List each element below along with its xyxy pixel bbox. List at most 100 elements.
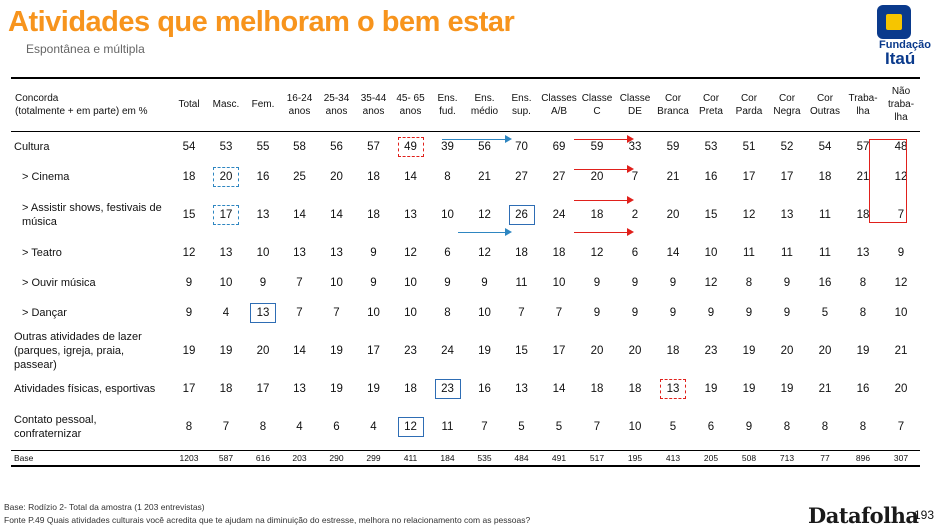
cell-value: 7	[555, 307, 563, 319]
table-cell: 4	[281, 404, 318, 450]
table-cell: 12	[692, 268, 730, 298]
cell-value: 18	[628, 383, 642, 395]
column-header-line: lha	[894, 112, 908, 124]
cell-value: 24	[441, 345, 454, 357]
table-cell: 11	[806, 192, 844, 238]
column-header: Classe DE	[616, 78, 654, 131]
cell-value: 2	[631, 209, 639, 221]
table-cell: 19	[844, 328, 882, 374]
cell-value: 8	[859, 420, 867, 433]
cell-value: 18	[367, 171, 380, 183]
base-cell: 1203	[179, 452, 199, 463]
cell-value: 17	[780, 171, 794, 183]
base-cell: 299	[366, 452, 381, 463]
table-row: Cultura 54 53 55 58 56 57 49 39 56 70 69 59 33 59 53 51 5…	[11, 131, 920, 162]
base-cell: 411	[403, 452, 418, 463]
cell-value: 13	[515, 383, 528, 395]
base-cell: 413	[665, 452, 681, 463]
table-cell: 18	[540, 238, 578, 268]
table-cell: 6	[318, 404, 355, 450]
base-cell: 896	[855, 452, 871, 463]
table-cell: 24	[540, 192, 578, 238]
cell-value: 10	[367, 307, 380, 319]
cell-value: 55	[256, 140, 270, 153]
table-row: > Ouvir música 9 10 9 7 10 9 10 9 9 11 10 9 9 9 12 8 9 16 8…	[11, 268, 920, 298]
table-cell: 57	[844, 131, 882, 162]
cell-value: 13	[293, 247, 306, 259]
table-cell: 9	[730, 298, 768, 328]
cell-value: 18	[515, 247, 528, 259]
cell-value: 6	[444, 247, 451, 259]
table-cell: 19	[171, 328, 207, 374]
table-cell: 14	[540, 374, 578, 404]
column-header-line: (totalmente + em parte) em %	[15, 105, 148, 117]
table-cell: 23	[692, 328, 730, 374]
column-header: Cor Preta	[692, 78, 730, 131]
table-cell: 20	[616, 328, 654, 374]
cell-value: 23	[404, 345, 417, 357]
table-cell: 8	[429, 162, 466, 192]
table-cell: 20	[207, 162, 245, 192]
table-cell: 14	[392, 162, 429, 192]
column-header-line: Outras	[809, 105, 840, 117]
cell-value: 18	[404, 383, 417, 395]
table-cell: 17	[768, 162, 806, 192]
cell-value: 11	[743, 247, 755, 259]
cell-value: 10	[330, 277, 343, 289]
cell-value: 9	[897, 247, 905, 259]
table-cell: 54	[806, 131, 844, 162]
trend-arrow-education	[442, 135, 512, 143]
table-row: > Assistir shows, festivais de música 15 17…	[11, 192, 920, 238]
base-row: Base 1203 587 616 203 290 299 411 184 535 484 491 51…	[11, 450, 920, 466]
row-label: > Ouvir música	[11, 268, 171, 298]
table-row: Contato pessoal, confraternizar 8 7 8 4 6 4 12 11…	[11, 404, 920, 450]
column-header-line: anos	[325, 105, 348, 117]
table-cell: 9	[768, 298, 806, 328]
cell-value: 19	[330, 345, 343, 357]
row-label-line: passear)	[14, 359, 57, 371]
cell-value: 53	[704, 140, 718, 153]
table-cell: 8	[844, 268, 882, 298]
cell-value: 10	[894, 307, 908, 319]
table-row: Outras atividades de lazer (parques, igre…	[11, 328, 920, 374]
column-header-line: Cor	[702, 92, 720, 104]
table-cell: 24	[429, 328, 466, 374]
table-cell: 57	[355, 131, 392, 162]
table-cell: 18	[207, 374, 245, 404]
table-cell: 8	[730, 268, 768, 298]
column-header-line: C	[593, 105, 601, 117]
table-cell: 12	[882, 162, 920, 192]
cell-value: 8	[185, 420, 193, 433]
table-cell: 7	[578, 404, 616, 450]
cell-value: 9	[707, 307, 715, 319]
table-cell: 7	[466, 404, 503, 450]
logo-text-line2: Itaú	[885, 49, 916, 68]
table-cell: 13	[654, 374, 692, 404]
table-cell: 11	[730, 238, 768, 268]
trend-arrow-class-theatre	[574, 228, 634, 236]
cell-value: 10	[478, 307, 491, 319]
base-cell: 587	[218, 452, 234, 463]
trend-arrow-class-shows	[574, 196, 634, 204]
results-table: Concorda (totalmente + em parte) em % Tota…	[11, 77, 920, 467]
cell-value: 11	[819, 209, 831, 221]
table-cell: 20	[318, 162, 355, 192]
table-cell: 9	[654, 298, 692, 328]
cell-value: 21	[666, 171, 680, 183]
cell-value: 9	[745, 307, 753, 319]
cell-value: 14	[666, 247, 680, 259]
cell-value: 24	[552, 209, 566, 221]
column-header: 16-24 anos	[281, 78, 318, 131]
cell-value: 12	[894, 277, 908, 289]
table-cell: 19	[730, 374, 768, 404]
table-cell: 19	[355, 374, 392, 404]
cell-value: 12	[590, 247, 604, 259]
cell-value: 8	[821, 420, 829, 433]
cell-value: 9	[259, 277, 267, 289]
column-header-line: Classes	[541, 92, 577, 104]
table-cell: 18	[392, 374, 429, 404]
base-cell: 517	[589, 452, 605, 463]
cell-value: 5	[821, 307, 829, 319]
table-cell: 56	[318, 131, 355, 162]
table-cell: 27	[503, 162, 540, 192]
